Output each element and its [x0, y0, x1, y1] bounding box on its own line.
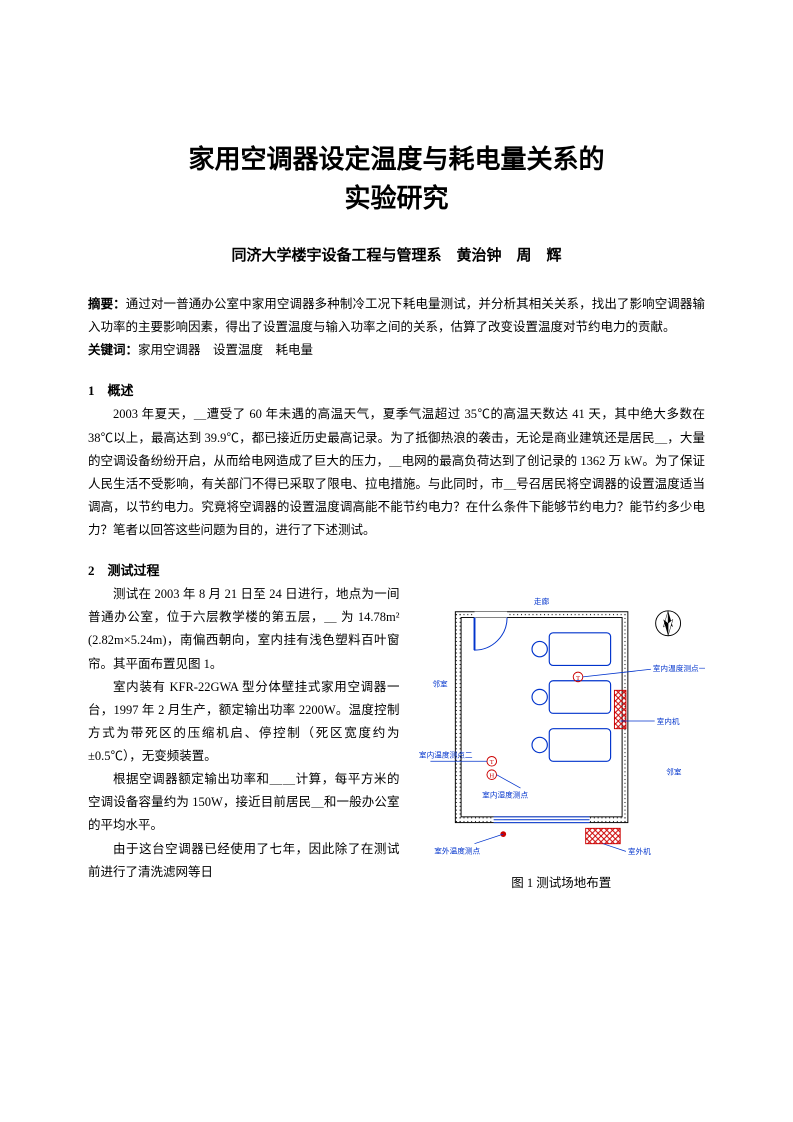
section-2-head: 2 测试过程 [88, 560, 705, 579]
page: 家用空调器设定温度与耗电量关系的 实验研究 同济大学楼宇设备工程与管理系 黄治钟… [0, 0, 793, 1122]
indoor-humidity-label: 室内湿度测点 [483, 790, 529, 800]
left-column: 测试在 2003 年 8 月 21 日至 24 日进行，地点为一间普通办公室，位… [88, 583, 399, 891]
sec2-p3: 根据空调器额定输出功率和＿＿计算，每平方米的空调设备容量约为 150W，接近目前… [88, 768, 399, 837]
section-1-head: 1 概述 [88, 380, 705, 399]
paper-title: 家用空调器设定温度与耗电量关系的 实验研究 [88, 140, 705, 218]
keywords-text: 家用空调器 设置温度 耗电量 [138, 343, 313, 357]
sec2-p4: 由于这台空调器已经使用了七年，因此除了在测试前进行了清洗滤网等日 [88, 838, 399, 884]
two-column-region: 测试在 2003 年 8 月 21 日至 24 日进行，地点为一间普通办公室，位… [88, 583, 705, 891]
indoor-point1-label: 室内温度测点一 [653, 663, 705, 673]
svg-text:T: T [490, 759, 494, 766]
indoor-point2-label: 室内温度测点二 [419, 750, 473, 760]
neighbor-left-label: 邻室 [433, 679, 449, 689]
title-line-2: 实验研究 [344, 184, 448, 213]
keywords-label: 关键词： [88, 343, 138, 357]
sec2-p2: 室内装有 KFR-22GWA 型分体壁挂式家用空调器一台，1997 年 2 月生… [88, 676, 399, 769]
title-line-1: 家用空调器设定温度与耗电量关系的 [188, 145, 604, 174]
abstract: 摘要：通过对一普通办公室中家用空调器多种制冷工况下耗电量测试，并分析其相关关系，… [88, 293, 705, 339]
outdoor-unit-label: 室外机 [628, 846, 651, 856]
right-column: T T H 走廊 [417, 583, 705, 891]
neighbor-right-label: 邻室 [667, 767, 683, 777]
abstract-text: 通过对一普通办公室中家用空调器多种制冷工况下耗电量测试，并分析其相关关系，找出了… [88, 297, 705, 334]
outdoor-point-label: 室外温度测点 [435, 845, 481, 855]
keywords: 关键词：家用空调器 设置温度 耗电量 [88, 339, 705, 362]
indoor-unit-label: 室内机 [657, 716, 680, 726]
section-1-body: 2003 年夏天，＿遭受了 60 年未遇的高温天气，夏季气温超过 35℃的高温天… [88, 403, 705, 542]
author-line: 同济大学楼宇设备工程与管理系 黄治钟 周 辉 [88, 244, 705, 265]
sec2-p1: 测试在 2003 年 8 月 21 日至 24 日进行，地点为一间普通办公室，位… [88, 583, 399, 676]
abstract-label: 摘要： [88, 297, 126, 311]
svg-text:H: H [490, 773, 495, 780]
corridor-label: 走廊 [534, 596, 550, 606]
figure-1: T T H 走廊 [417, 583, 705, 866]
svg-text:T: T [576, 675, 580, 682]
figure-1-caption: 图 1 测试场地布置 [417, 872, 705, 891]
floor-plan-diagram: T T H 走廊 [417, 583, 705, 861]
